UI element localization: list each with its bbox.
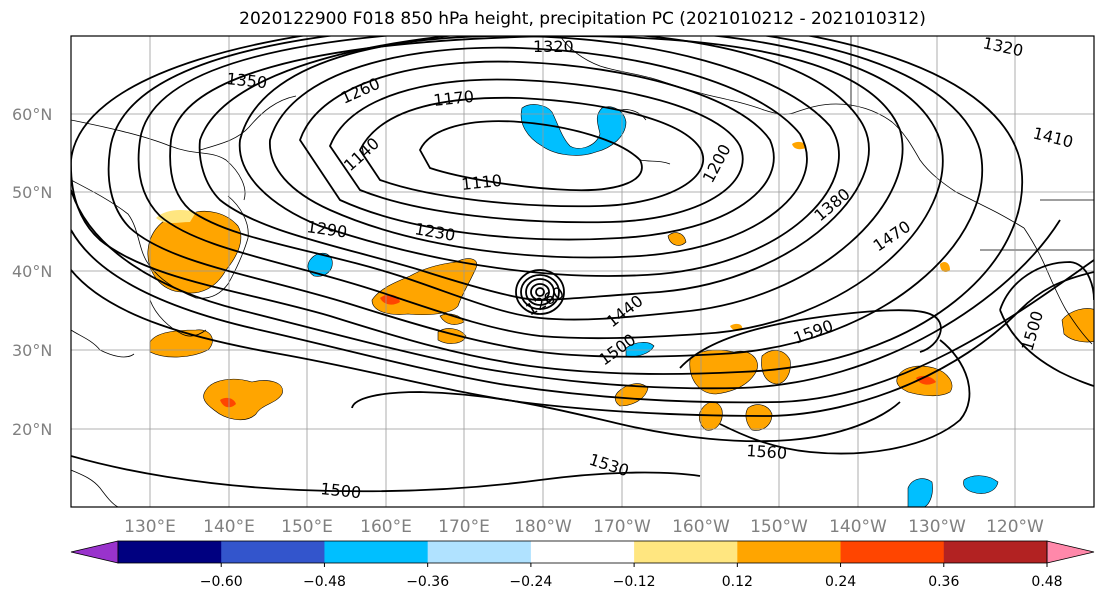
- colorbar-cell: [943, 541, 1048, 563]
- lon-label: 170°E: [438, 517, 490, 537]
- colorbar-cell: [118, 541, 222, 563]
- precip-area: [614, 383, 649, 407]
- colorbar-tick-label: 0.36: [928, 574, 959, 590]
- colorbar-tick-label: −0.24: [509, 574, 552, 590]
- colorbar-tick-label: 0.48: [1031, 574, 1062, 590]
- map-title: 2020122900 F018 850 hPa height, precipit…: [239, 9, 926, 29]
- precip-area: [940, 262, 950, 272]
- lon-label: 160°W: [672, 517, 730, 537]
- precip-area: [1061, 308, 1094, 343]
- lon-label: 130°E: [124, 517, 176, 537]
- precip-area: [520, 104, 627, 156]
- lat-label: 30°N: [12, 341, 52, 360]
- precip-area: [307, 252, 333, 277]
- colorbar-tick-label: 0.24: [825, 574, 856, 590]
- lon-label: 150°W: [750, 517, 808, 537]
- contour-label: 1320: [533, 37, 574, 56]
- colorbar-frame: [117, 540, 1048, 564]
- lat-label: 50°N: [12, 183, 52, 202]
- height-contours: [71, 36, 1094, 493]
- lon-label: 150°E: [281, 517, 333, 537]
- lon-label: 170°W: [593, 517, 651, 537]
- contour-label: 1350: [226, 69, 268, 92]
- colorbar-tick-label: −0.48: [303, 574, 346, 590]
- latitude-labels: 60°N 50°N 40°N 30°N 20°N: [12, 105, 52, 439]
- colorbar-cell: [737, 541, 842, 563]
- lat-label: 60°N: [12, 105, 52, 124]
- precip-area: [792, 141, 806, 150]
- lat-label: 20°N: [12, 420, 52, 439]
- contour-labels: 1320 1350 1260 1170 1140 1110 1200 1230 …: [226, 36, 1076, 502]
- lat-label: 40°N: [12, 262, 52, 281]
- colorbar-cell: [530, 541, 635, 563]
- contour-label: 1560: [746, 441, 788, 463]
- colorbar-tick-label: −0.36: [406, 574, 449, 590]
- precip-shading: [147, 104, 1094, 507]
- colorbar: −0.60 −0.48 −0.36 −0.24 −0.12 0.12 0.24 0.36 0.4…: [70, 540, 1095, 590]
- colorbar-cell: [324, 541, 429, 563]
- contour-label: 1110: [460, 171, 502, 194]
- colorbar-extend-min: [70, 540, 119, 564]
- contour-label: 1500: [320, 479, 362, 502]
- precip-area: [745, 404, 773, 431]
- map-panel: [71, 36, 1094, 507]
- colorbar-tick-label: −0.12: [613, 574, 656, 590]
- precip-area: [667, 232, 687, 246]
- colorbar-cell: [221, 541, 325, 563]
- precip-area: [220, 397, 236, 408]
- lon-label: 140°E: [203, 517, 255, 537]
- lon-label: 180°W: [514, 517, 572, 537]
- precip-area: [761, 350, 791, 385]
- lon-label: 140°W: [829, 517, 887, 537]
- lon-label: 130°W: [908, 517, 966, 537]
- lon-label: 120°W: [986, 517, 1044, 537]
- colorbar-cell: [427, 541, 532, 563]
- precip-area: [203, 378, 283, 421]
- contour-label: 1170: [432, 87, 474, 110]
- colorbar-tick-label: −0.60: [200, 574, 243, 590]
- lon-label: 160°E: [360, 517, 412, 537]
- colorbar-cell: [840, 541, 945, 563]
- colorbar-tick-label: 0.12: [722, 574, 753, 590]
- colorbar-cell: [634, 541, 738, 563]
- colorbar-extend-max: [1046, 540, 1095, 564]
- map-border: [70, 35, 1095, 508]
- precip-area: [907, 478, 933, 507]
- precip-area: [963, 475, 999, 494]
- longitude-labels: 130°E 140°E 150°E 160°E 170°E 180°W 170°…: [124, 517, 1044, 537]
